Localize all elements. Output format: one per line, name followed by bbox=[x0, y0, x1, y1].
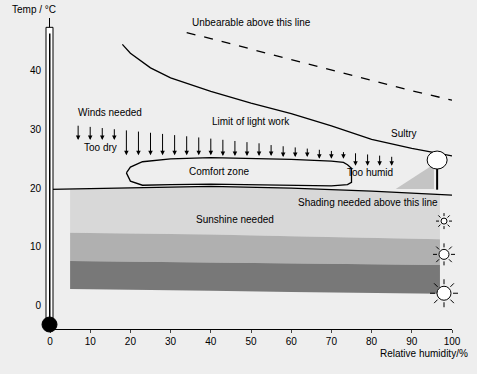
svg-text:50: 50 bbox=[245, 336, 257, 347]
svg-text:Relative humidity/%: Relative humidity/% bbox=[380, 348, 468, 359]
svg-text:Too humid: Too humid bbox=[347, 167, 393, 178]
svg-text:20: 20 bbox=[125, 336, 137, 347]
svg-text:Sultry: Sultry bbox=[391, 128, 417, 139]
svg-text:20: 20 bbox=[30, 183, 42, 194]
svg-text:40: 40 bbox=[30, 65, 42, 76]
svg-text:0: 0 bbox=[35, 300, 41, 311]
svg-text:0: 0 bbox=[47, 336, 53, 347]
svg-text:Too dry: Too dry bbox=[84, 142, 117, 153]
svg-text:Winds needed: Winds needed bbox=[78, 107, 142, 118]
svg-text:60: 60 bbox=[286, 336, 298, 347]
svg-text:Shading needed above this line: Shading needed above this line bbox=[298, 197, 438, 208]
svg-text:30: 30 bbox=[165, 336, 177, 347]
svg-text:90: 90 bbox=[406, 336, 418, 347]
svg-text:80: 80 bbox=[366, 336, 378, 347]
svg-text:Temp / °C: Temp / °C bbox=[12, 4, 56, 15]
svg-text:100: 100 bbox=[444, 336, 461, 347]
svg-text:30: 30 bbox=[30, 124, 42, 135]
svg-text:10: 10 bbox=[85, 336, 97, 347]
svg-text:Limit of light work: Limit of light work bbox=[212, 116, 290, 127]
svg-text:Comfort zone: Comfort zone bbox=[189, 166, 249, 177]
svg-text:Unbearable above this line: Unbearable above this line bbox=[192, 17, 311, 28]
svg-text:70: 70 bbox=[326, 336, 338, 347]
svg-text:Sunshine needed: Sunshine needed bbox=[196, 214, 274, 225]
svg-text:40: 40 bbox=[205, 336, 217, 347]
svg-text:10: 10 bbox=[30, 241, 42, 252]
